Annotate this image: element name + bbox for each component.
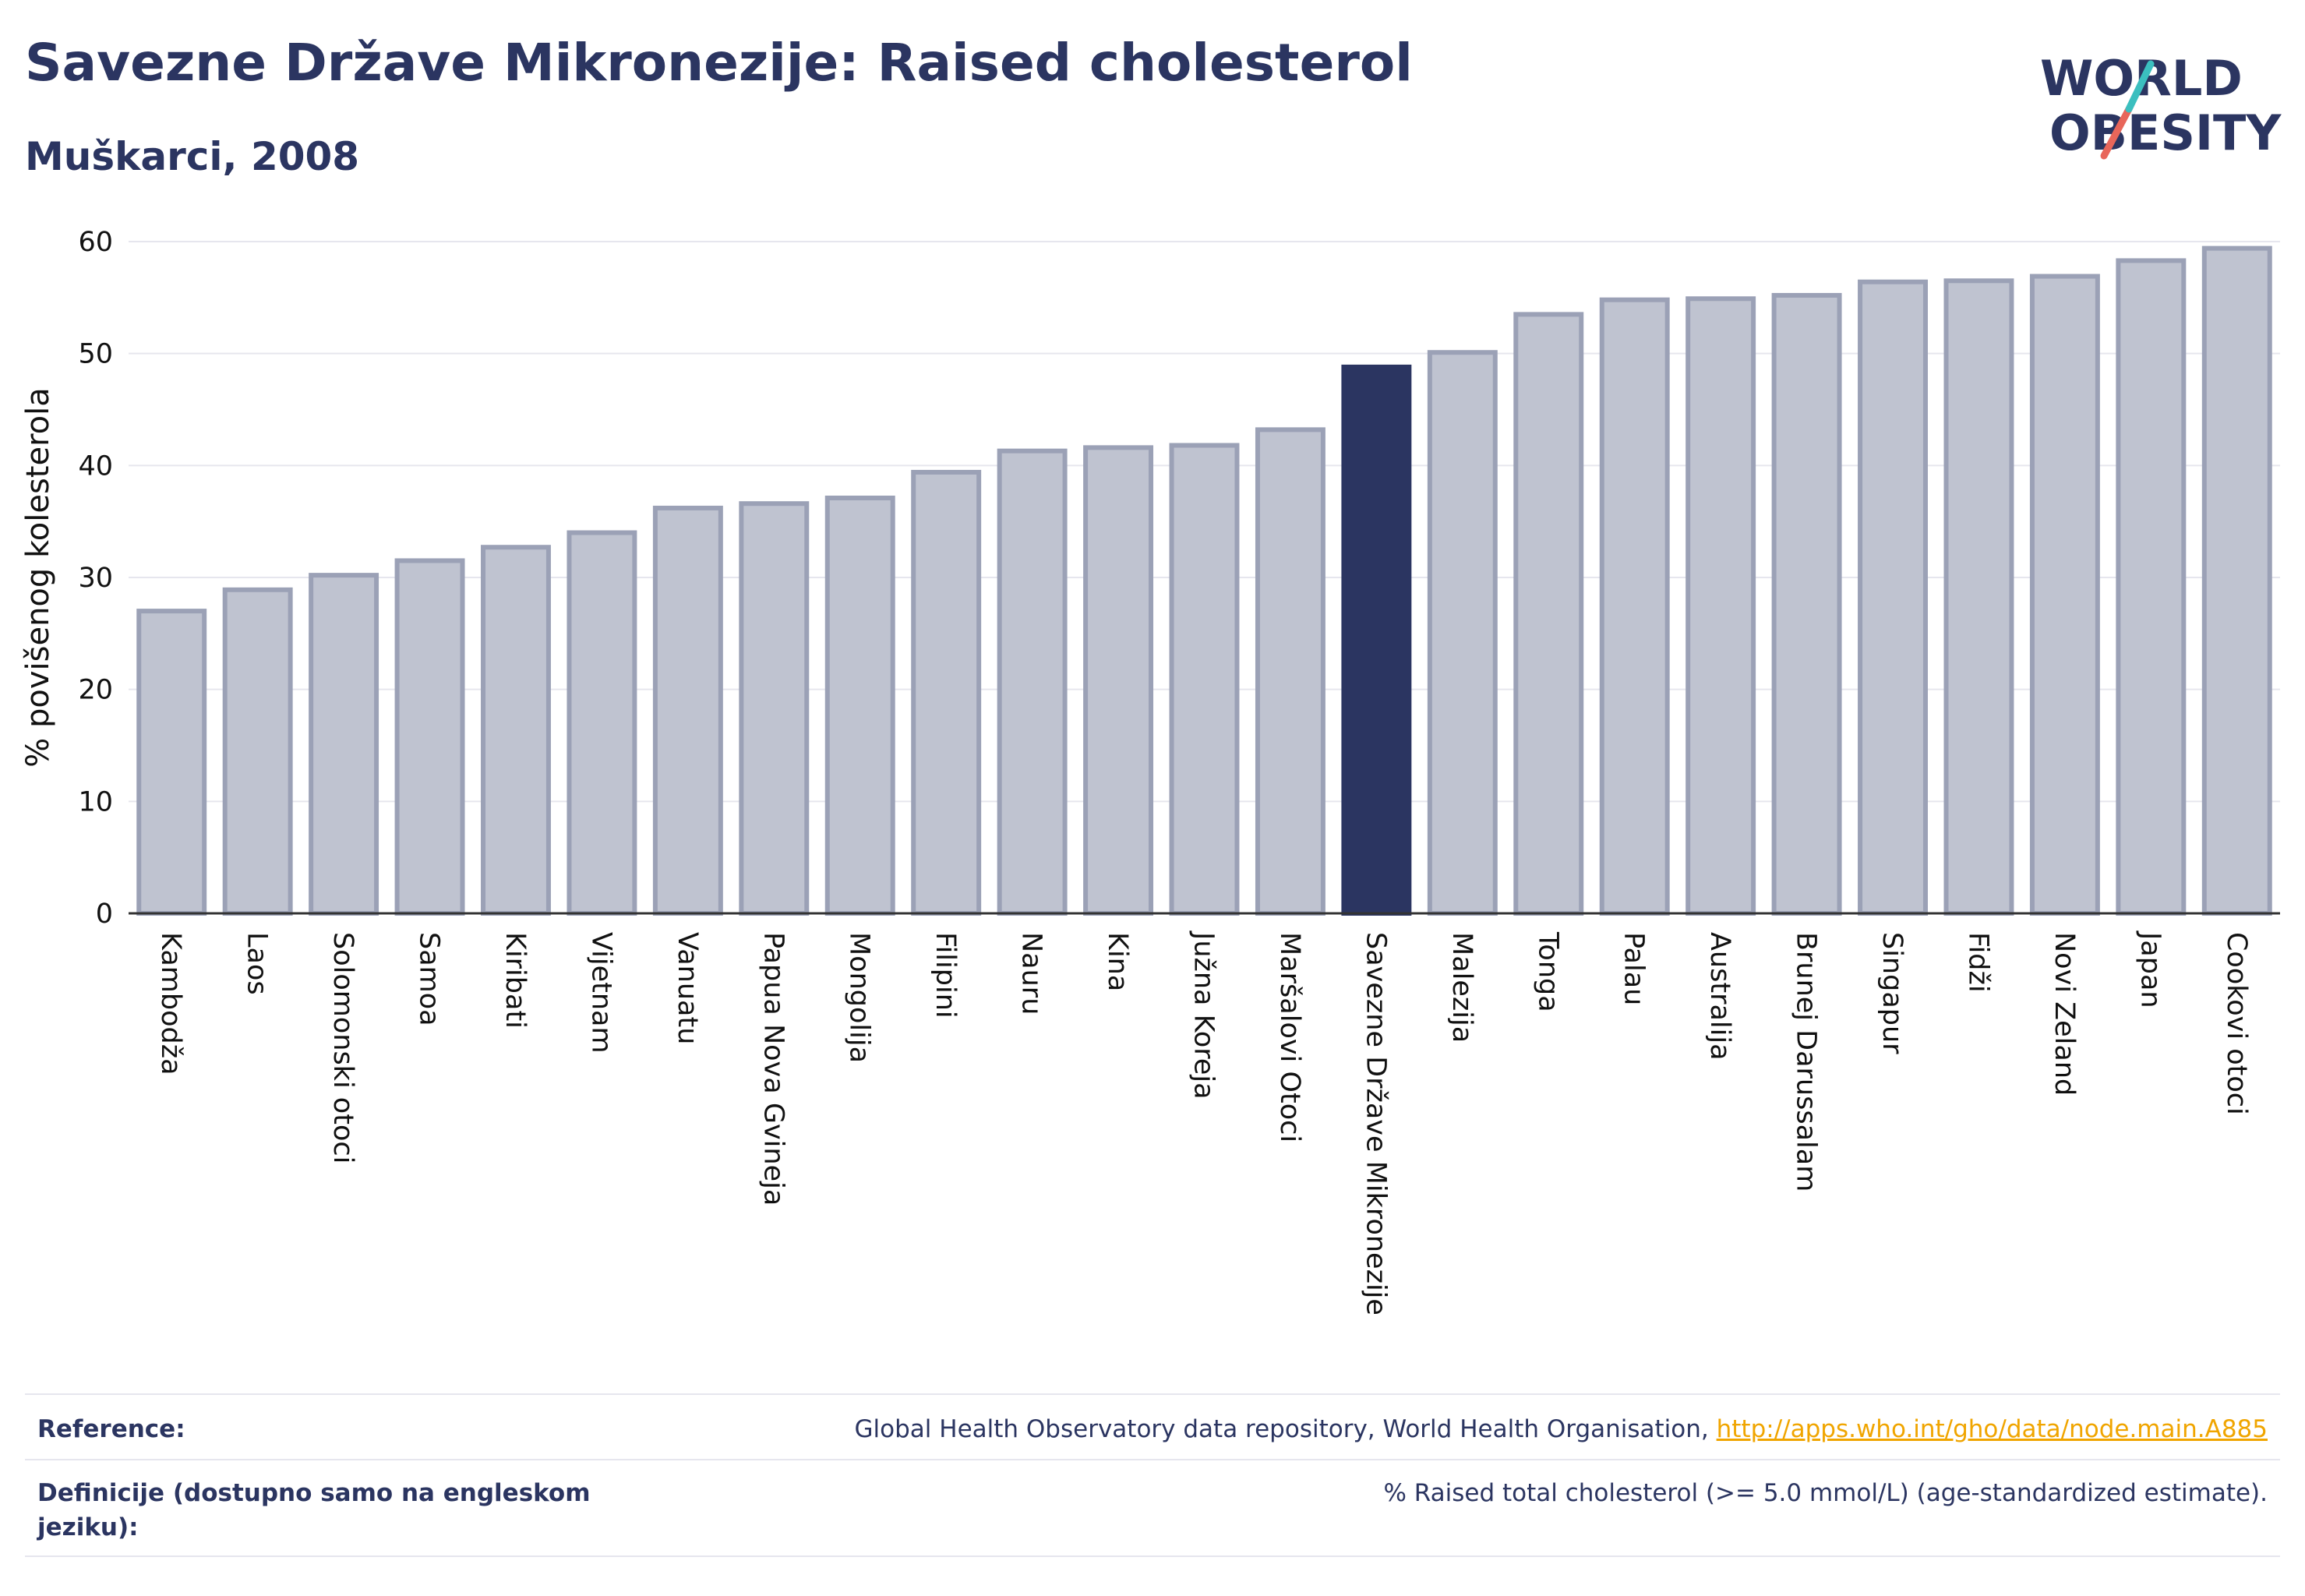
x-axis-labels: Kambodža Laos Solomonski otoci Samoa Kiribat… [155, 930, 2252, 1315]
y-axis-ticks: 0 10 20 30 40 50 60 [78, 227, 113, 930]
x-tick-label: Palau [1618, 932, 1650, 1005]
y-axis-title: % povišenog kolesterola [20, 387, 56, 767]
bar-highlighted [1341, 364, 1412, 916]
bar-chart: 0 10 20 30 40 50 60 Kambodža Laos Solomonski oto… [20, 227, 2280, 1315]
reference-text: Global Health Observatory data repositor… [854, 1415, 1717, 1443]
y-tick-label: 50 [78, 339, 113, 370]
bar [2201, 245, 2272, 916]
footer-definition-row: Definicije (dostupno samo na engleskom j… [25, 1476, 2280, 1554]
bar [1169, 443, 1240, 916]
chart-title: Savezne Države Mikronezije: Raised chole… [25, 33, 1413, 93]
bar [739, 501, 810, 916]
x-tick-label: Filipini [930, 932, 961, 1019]
y-tick-label: 30 [78, 563, 113, 594]
y-tick-label: 20 [78, 675, 113, 706]
bar [1943, 278, 2014, 916]
logo-line2: OBESITY [2049, 104, 2282, 161]
reference-link[interactable]: http://apps.who.int/gho/data/node.main.A… [1716, 1415, 2268, 1443]
bar [1255, 427, 1325, 916]
world-obesity-logo: WORLD OBESITY [2040, 50, 2282, 161]
definition-label: Definicije (dostupno samo na engleskom j… [37, 1479, 591, 1541]
bar [394, 558, 465, 916]
bar [997, 448, 1068, 916]
x-tick-label: Australija [1704, 932, 1735, 1061]
bar [481, 545, 551, 916]
x-tick-label: Kambodža [155, 932, 186, 1075]
reference-label: Reference: [37, 1415, 185, 1443]
y-tick-label: 10 [78, 786, 113, 817]
bar [1686, 296, 1756, 916]
y-tick-label: 60 [78, 227, 113, 258]
bar [911, 469, 982, 916]
x-tick-label: Nauru [1016, 932, 1047, 1015]
footer-divider-middle [25, 1459, 2280, 1460]
footer-divider-top [25, 1393, 2280, 1395]
x-tick-label: Kiribati [499, 932, 531, 1029]
x-tick-label: Maršalovi Otoci [1274, 932, 1305, 1142]
x-tick-label: Japan [2134, 930, 2166, 1008]
bar [2116, 258, 2187, 916]
bar [1858, 279, 1928, 916]
x-tick-label: Savezne Države Mikronezije [1360, 932, 1391, 1315]
x-tick-label: Tonga [1532, 931, 1563, 1012]
x-tick-label: Južna Koreja [1188, 930, 1220, 1100]
y-tick-label: 40 [78, 450, 113, 482]
x-tick-label: Solomonski otoci [327, 932, 358, 1163]
x-tick-label: Samoa [414, 932, 445, 1026]
reference-value: Global Health Observatory data repositor… [855, 1412, 2268, 1446]
logo-slash-teal [2125, 60, 2155, 113]
footer-divider-bottom [25, 1555, 2280, 1557]
x-tick-label: Brunej Darussalam [1791, 932, 1822, 1192]
bar [309, 573, 379, 916]
bar [652, 505, 723, 916]
x-tick-label: Vijetnam [585, 932, 616, 1054]
bar [1771, 292, 1842, 916]
footer-reference-row: Reference: Global Health Observatory dat… [25, 1412, 2280, 1459]
logo-slash-red [2100, 105, 2133, 160]
bar [222, 587, 293, 916]
x-tick-label: Novi Zeland [2049, 932, 2080, 1096]
x-tick-label: Malezija [1446, 932, 1477, 1043]
definition-value: % Raised total cholesterol (>= 5.0 mmol/… [1383, 1479, 2268, 1507]
bar [1513, 312, 1584, 916]
y-tick-label: 0 [96, 899, 113, 930]
x-tick-label: Fidži [1962, 932, 1993, 993]
bar [2029, 274, 2100, 916]
bar [1083, 445, 1154, 916]
bar [567, 530, 637, 916]
x-tick-label: Kina [1102, 932, 1133, 991]
chart-subtitle: Muškarci, 2008 [25, 134, 360, 179]
bar [824, 495, 895, 916]
x-tick-label: Mongolija [844, 932, 875, 1063]
bars [136, 245, 2272, 916]
bar [1427, 350, 1498, 916]
x-tick-label: Laos [242, 932, 273, 995]
bar [136, 609, 207, 916]
x-tick-label: Cookovi otoci [2221, 932, 2252, 1115]
bar [1599, 297, 1670, 916]
x-tick-label: Singapur [1876, 932, 1908, 1054]
x-tick-label: Vanuatu [672, 932, 703, 1044]
x-tick-label: Papua Nova Gvineja [757, 932, 789, 1206]
